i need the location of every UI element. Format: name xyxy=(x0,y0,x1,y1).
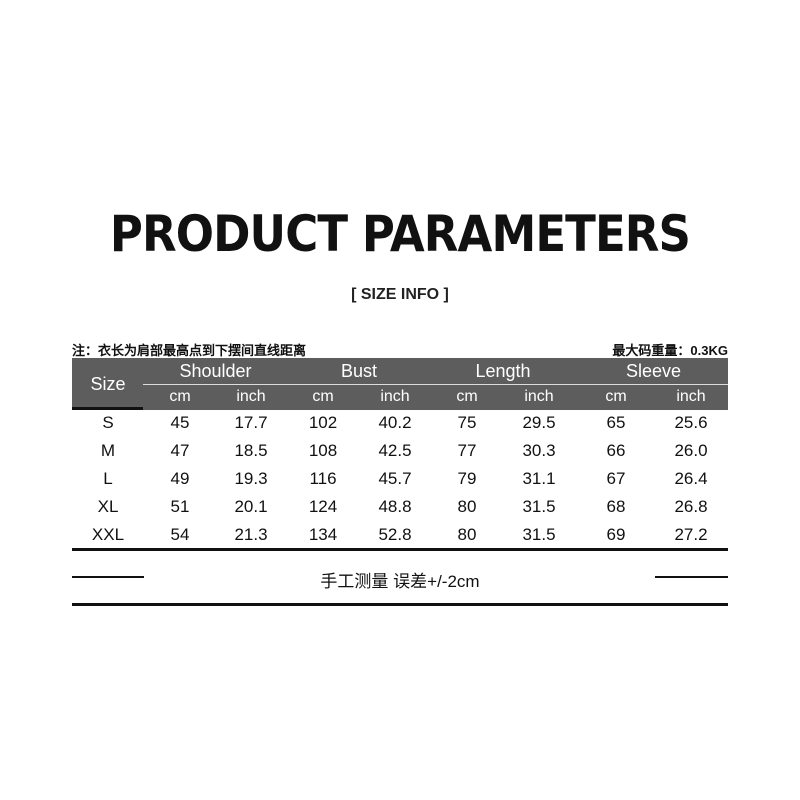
unit-header: cm xyxy=(312,388,334,405)
column-group-header: Bust xyxy=(340,361,378,381)
table-cell: 31.5 xyxy=(522,525,556,544)
table-cell: 124 xyxy=(308,497,338,516)
table-cell: XXL xyxy=(91,525,125,544)
table-cell: 47 xyxy=(170,441,190,460)
table-cell: 20.1 xyxy=(234,497,268,516)
table-cell: XL xyxy=(97,497,119,516)
unit-header: inch xyxy=(236,388,266,405)
unit-header: inch xyxy=(676,388,706,405)
table-cell: 52.8 xyxy=(378,525,412,544)
table-cell: 26.0 xyxy=(674,441,708,460)
table-cell: 26.4 xyxy=(674,469,708,488)
unit-header: cm xyxy=(605,388,627,405)
divider xyxy=(72,576,144,578)
table-cell: 80 xyxy=(457,497,477,516)
header-divider xyxy=(143,384,728,385)
divider xyxy=(655,576,728,578)
table-cell: 27.2 xyxy=(674,525,708,544)
table-cell: 66 xyxy=(606,441,626,460)
table-cell: 69 xyxy=(606,525,626,544)
table-cell: 79 xyxy=(457,469,477,488)
table-cell: 31.5 xyxy=(522,497,556,516)
table-cell: S xyxy=(102,413,114,432)
table-cell: 49 xyxy=(170,469,190,488)
table-cell: 75 xyxy=(457,413,477,432)
weight-note: 最大码重量：0.3KG xyxy=(612,343,728,358)
footer-note: 手工测量 误差+/-2cm xyxy=(320,572,480,591)
table-cell: 45.7 xyxy=(378,469,412,488)
table-cell: 30.3 xyxy=(522,441,556,460)
table-cell: 116 xyxy=(309,469,337,488)
table-cell: L xyxy=(103,469,113,488)
unit-header: cm xyxy=(169,388,191,405)
table-cell: 40.2 xyxy=(378,413,412,432)
table-cell: 51 xyxy=(170,497,190,516)
table-cell: 67 xyxy=(606,469,626,488)
divider xyxy=(72,548,728,551)
table-cell: 25.6 xyxy=(674,413,708,432)
table-cell: 68 xyxy=(606,497,626,516)
column-group-header: Sleeve xyxy=(625,361,682,381)
size-header: Size xyxy=(90,374,126,394)
table-cell: 134 xyxy=(308,525,338,544)
table-cell: M xyxy=(100,441,116,460)
table-cell: 80 xyxy=(457,525,477,544)
subtitle: [ SIZE INFO ] xyxy=(351,286,449,303)
unit-header: inch xyxy=(380,388,410,405)
size-underline xyxy=(72,407,143,410)
table-cell: 18.5 xyxy=(234,441,268,460)
table-cell: 17.7 xyxy=(234,413,268,432)
table-cell: 19.3 xyxy=(234,469,268,488)
table-cell: 77 xyxy=(457,441,477,460)
table-cell: 21.3 xyxy=(234,525,268,544)
table-cell: 108 xyxy=(308,441,338,460)
table-cell: 48.8 xyxy=(378,497,412,516)
divider xyxy=(72,603,728,606)
table-cell: 26.8 xyxy=(674,497,708,516)
table-cell: 54 xyxy=(170,525,190,544)
unit-header: inch xyxy=(524,388,554,405)
measurement-note: 注：衣长为肩部最高点到下摆间直线距离 xyxy=(72,343,307,358)
column-group-header: Length xyxy=(475,361,531,381)
table-cell: 29.5 xyxy=(522,413,556,432)
column-group-header: Shoulder xyxy=(179,361,252,381)
table-cell: 31.1 xyxy=(522,469,556,488)
table-cell: 102 xyxy=(308,413,338,432)
unit-header: cm xyxy=(456,388,478,405)
page-title: PRODUCT PARAMETERS xyxy=(109,205,691,263)
table-cell: 65 xyxy=(606,413,626,432)
table-cell: 42.5 xyxy=(378,441,412,460)
table-cell: 45 xyxy=(170,413,190,432)
